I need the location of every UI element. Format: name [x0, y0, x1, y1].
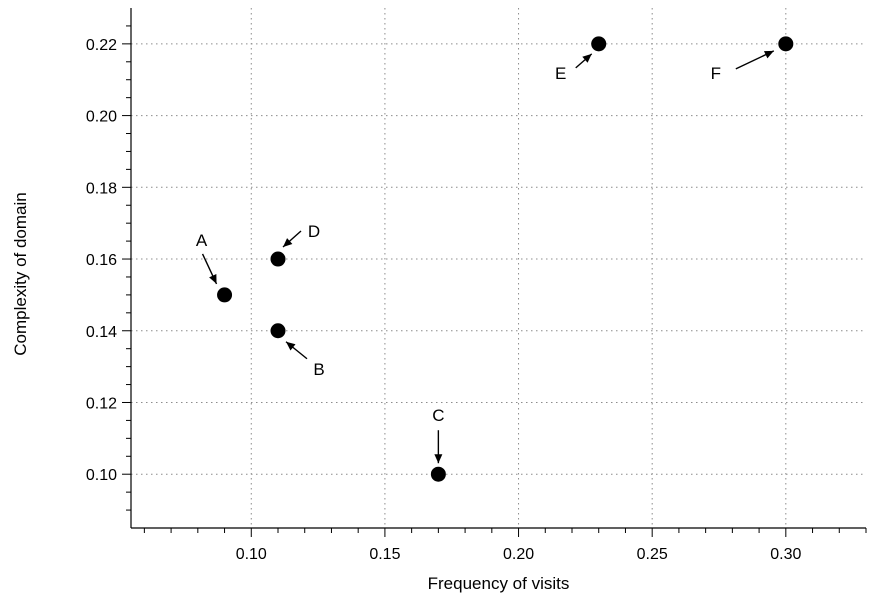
data-point-f: [778, 36, 794, 52]
data-point-e: [591, 36, 607, 52]
y-tick-label: 0.18: [86, 180, 117, 197]
point-label-b: B: [313, 360, 324, 379]
y-tick-label: 0.20: [86, 109, 117, 126]
y-tick-label: 0.22: [86, 37, 117, 54]
axes: [130, 8, 866, 529]
arrow-b-head: [286, 341, 296, 351]
y-tick-label: 0.14: [86, 324, 117, 341]
y-tick-label: 0.12: [86, 395, 117, 412]
data-points: A B C D E F: [196, 36, 794, 482]
data-point-d: [270, 251, 286, 267]
arrow-a-head: [209, 274, 217, 284]
point-label-d: D: [308, 222, 320, 241]
point-label-c: C: [432, 406, 444, 425]
y-tick-label: 0.16: [86, 252, 117, 269]
arrow-e-head: [582, 53, 592, 63]
x-tick-label: 0.25: [637, 546, 668, 563]
point-label-f: F: [711, 64, 721, 83]
grid: [131, 8, 866, 528]
point-label-a: A: [196, 231, 208, 250]
x-tick-label: 0.20: [503, 546, 534, 563]
arrow-f-head: [763, 50, 774, 59]
y-tick-label: 0.10: [86, 467, 117, 484]
arrow-c-head: [434, 454, 443, 464]
y-axis-title: Complexity of domain: [11, 192, 30, 355]
x-tick-label: 0.10: [236, 546, 267, 563]
ticks: 0.10 0.15 0.20 0.25 0.30 0.10 0.12 0.14 0.16 0.18…: [86, 25, 867, 563]
data-point-a: [217, 287, 233, 303]
x-tick-label: 0.30: [770, 546, 801, 563]
x-axis-title: Frequency of visits: [428, 574, 570, 593]
data-point-c: [430, 466, 446, 482]
data-point-b: [270, 323, 286, 339]
arrow-d-head: [283, 238, 293, 248]
x-tick-label: 0.15: [369, 546, 400, 563]
point-label-e: E: [555, 64, 566, 83]
